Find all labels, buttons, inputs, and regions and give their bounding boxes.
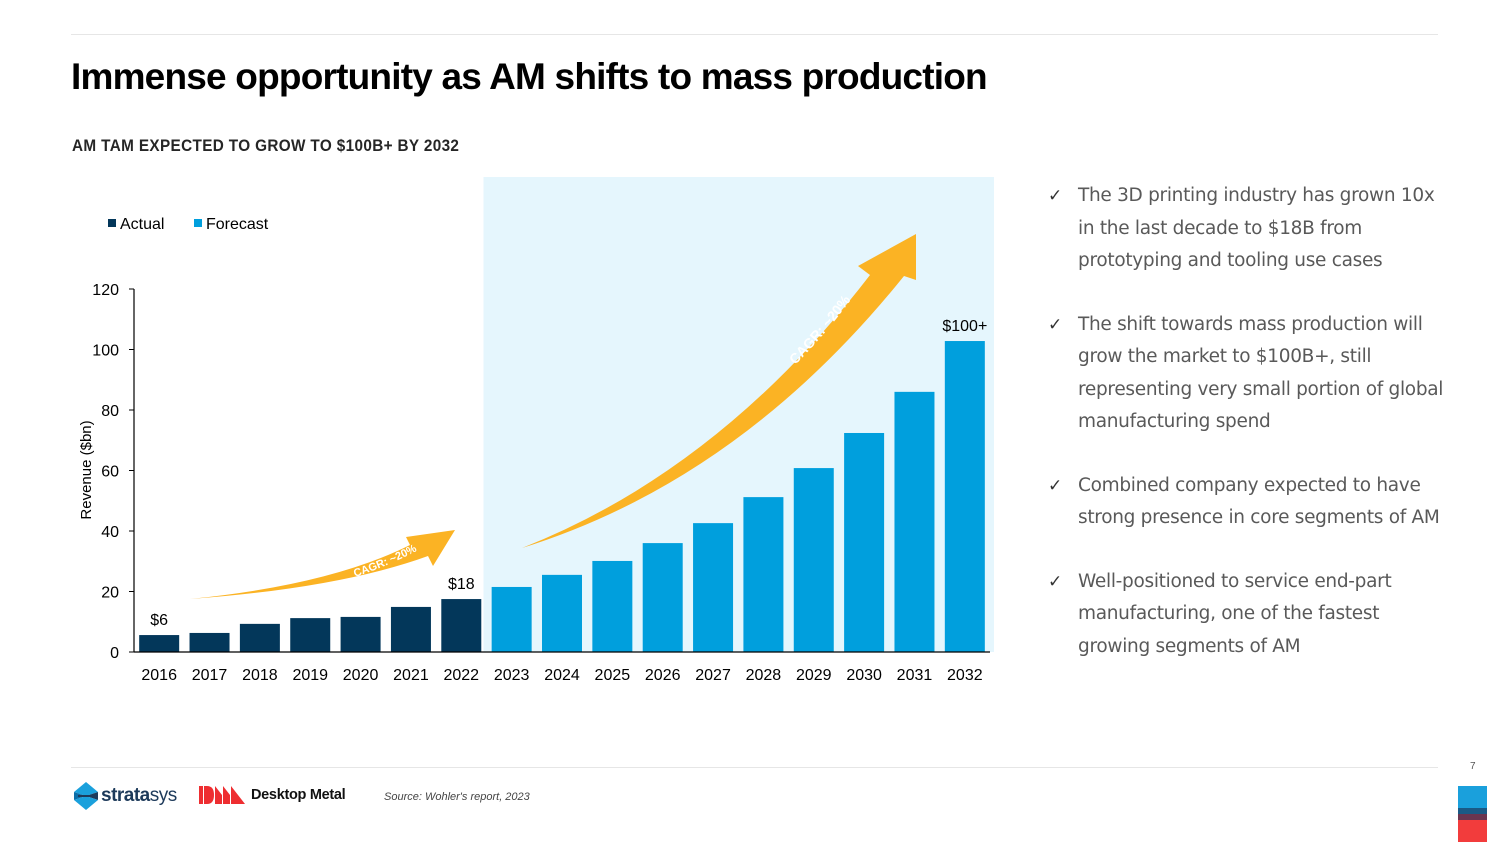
legend-swatch-actual [108,219,116,227]
bar-actual-2019 [290,618,331,652]
y-tick-label: 20 [101,585,119,602]
y-axis-label: Revenue ($bn) [78,420,95,519]
bar-forecast-2029 [793,468,834,652]
stratasys-logo: stratasys [74,782,177,810]
x-tick-label: 2018 [242,667,278,684]
bar-actual-2017 [189,632,230,652]
page-title: Immense opportunity as AM shifts to mass… [71,56,988,97]
legend-label-forecast: Forecast [206,216,269,233]
check-icon: ✓ [1048,571,1062,592]
x-tick-label: 2030 [846,667,882,684]
x-tick-label: 2032 [947,667,983,684]
legend-swatch-forecast [194,219,202,227]
x-tick-label: 2023 [494,667,530,684]
y-tick-label: 40 [101,524,119,541]
stratasys-logo-icon [74,782,98,810]
data-label: $18 [448,576,475,593]
key-point-text: Combined company expected to have strong… [1078,474,1440,529]
key-point-item: ✓ Well-positioned to service end-part man… [1048,566,1448,664]
bar-forecast-2025 [592,560,633,652]
brand-bar-purple [1458,814,1487,820]
check-icon: ✓ [1048,475,1062,496]
desktop-metal-wordmark: Desktop Metal [251,787,346,803]
brand-bar-red [1458,820,1487,842]
bottom-divider [71,767,1438,768]
page-number: 7 [1470,761,1476,772]
x-tick-label: 2021 [393,667,429,684]
bar-forecast-2026 [642,543,683,652]
brand-color-bar [1458,786,1487,842]
bar-actual-2018 [239,623,280,652]
desktop-metal-logo-icon [199,786,245,804]
y-tick-label: 60 [101,464,119,481]
bar-forecast-2032 [944,341,985,652]
top-divider [71,34,1438,35]
x-tick-label: 2019 [292,667,328,684]
bar-actual-2016 [139,635,180,652]
chart-subtitle: AM TAM EXPECTED TO GROW TO $100B+ BY 203… [72,136,460,155]
revenue-bar-chart: Actual Forecast CAGR: ~20%CAGR: ~20% 020… [78,177,994,684]
key-point-item: ✓ The shift towards mass production will … [1048,309,1448,439]
key-point-item: ✓ Combined company expected to have stron… [1048,470,1448,535]
data-label: $100+ [942,318,987,335]
check-icon: ✓ [1048,314,1062,335]
x-tick-label: 2025 [595,667,631,684]
key-point-text: The shift towards mass production will g… [1078,313,1444,433]
x-tick-label: 2020 [343,667,379,684]
chart-legend: Actual Forecast [108,216,269,233]
bar-actual-2021 [390,606,431,652]
cagr-arrow [190,530,455,599]
bar-forecast-2023 [491,586,532,652]
key-point-text: The 3D printing industry has grown 10x i… [1078,185,1435,271]
cagr-arrow [522,234,916,548]
key-point-item: ✓ The 3D printing industry has grown 10x … [1048,180,1448,278]
x-tick-label: 2016 [141,667,177,684]
y-tick-label: 120 [92,282,119,299]
x-tick-label: 2017 [192,667,228,684]
bar-actual-2022 [441,599,482,652]
bar-forecast-2028 [743,497,784,652]
x-tick-label: 2027 [695,667,731,684]
brand-bar-blue [1458,786,1487,808]
x-tick-label: 2028 [746,667,782,684]
source-note: Source: Wohler's report, 2023 [384,791,530,803]
check-icon: ✓ [1048,186,1062,206]
x-tick-label: 2029 [796,667,832,684]
bar-forecast-2031 [894,391,935,652]
y-tick-label: 0 [110,645,119,662]
x-tick-label: 2022 [443,667,479,684]
key-point-text: Well-positioned to service end-part manu… [1078,570,1392,657]
x-tick-label: 2031 [897,667,933,684]
x-tick-label: 2026 [645,667,681,684]
bar-forecast-2027 [693,523,734,652]
desktop-metal-logo: Desktop Metal [199,786,346,804]
data-label: $6 [150,612,168,629]
y-tick-label: 100 [92,343,119,360]
bar-forecast-2030 [844,432,885,652]
bar-forecast-2024 [542,574,582,652]
y-tick-label: 80 [101,403,119,420]
stratasys-wordmark: stratasys [101,785,177,806]
legend-label-actual: Actual [120,216,164,233]
key-points-list: ✓ The 3D printing industry has grown 10x … [1048,180,1448,694]
x-tick-label: 2024 [544,667,580,684]
brand-bar-dark-blue [1458,808,1487,814]
bar-actual-2020 [340,616,381,652]
